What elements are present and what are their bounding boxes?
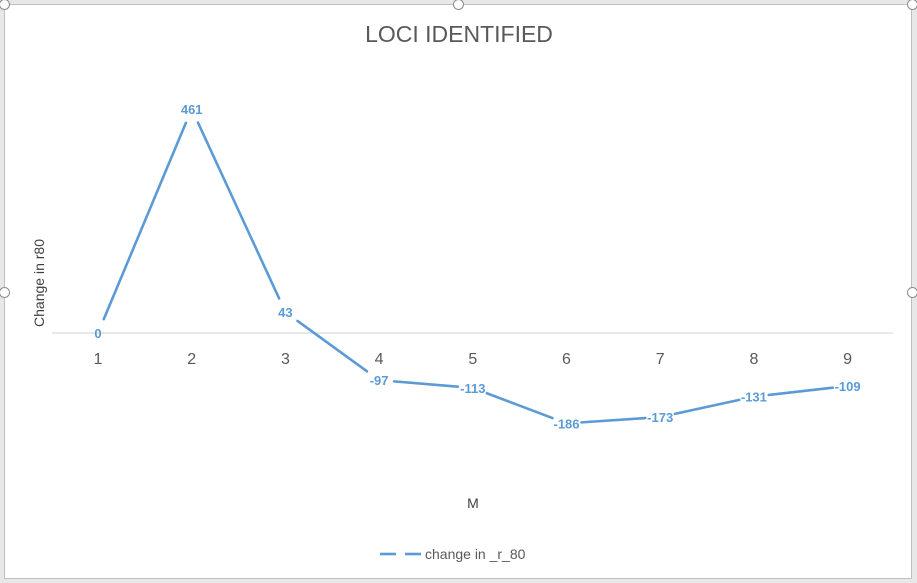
x-tick-label-8: 8: [749, 351, 758, 368]
series-segment-1-2[interactable]: [102, 121, 188, 321]
data-label-7: -173: [647, 410, 673, 425]
data-label-2: 461: [181, 102, 203, 117]
legend[interactable]: change in _r_80: [380, 546, 526, 562]
x-tick-label-2: 2: [187, 351, 196, 368]
resize-handle-top-center[interactable]: [453, 0, 464, 10]
legend-label: change in _r_80: [425, 546, 526, 562]
series-segment-4-5[interactable]: [392, 380, 460, 388]
series-segment-3-4[interactable]: [296, 319, 369, 373]
resize-handle-middle-left[interactable]: [0, 287, 10, 298]
data-label-4: -97: [370, 373, 389, 388]
resize-handle-middle-right[interactable]: [907, 287, 917, 298]
y-axis-title: Change in r80: [31, 239, 47, 327]
x-tick-labels: 1 2 3 4 5 6 7 8 9: [94, 351, 853, 368]
x-axis-title: M: [467, 495, 479, 511]
data-label-1: 0: [94, 326, 101, 341]
data-label-3: 43: [278, 305, 292, 320]
series-segment-5-6[interactable]: [485, 391, 554, 420]
x-tick-label-3: 3: [281, 351, 290, 368]
series-segment-7-8[interactable]: [673, 398, 741, 416]
resize-handle-top-right[interactable]: [907, 0, 917, 10]
x-tick-label-4: 4: [375, 351, 384, 368]
x-tick-label-5: 5: [468, 351, 477, 368]
x-tick-label-9: 9: [843, 351, 852, 368]
series-segment-2-3[interactable]: [196, 121, 281, 300]
data-label-9: -109: [835, 379, 861, 394]
x-tick-label-6: 6: [562, 351, 571, 368]
chart-area: [4, 4, 912, 579]
chart-title: LOCI IDENTIFIED: [365, 21, 553, 47]
resize-handle-top-left[interactable]: [0, 0, 10, 10]
data-label-5: -113: [460, 381, 485, 396]
x-tick-label-7: 7: [656, 351, 665, 368]
series-segment-8-9[interactable]: [767, 386, 834, 397]
series-segment-6-7[interactable]: [580, 416, 647, 424]
data-label-6: -186: [553, 416, 579, 431]
x-tick-label-1: 1: [94, 351, 103, 368]
data-label-8: -131: [741, 390, 767, 405]
series-change-in-r80[interactable]: [102, 121, 834, 424]
